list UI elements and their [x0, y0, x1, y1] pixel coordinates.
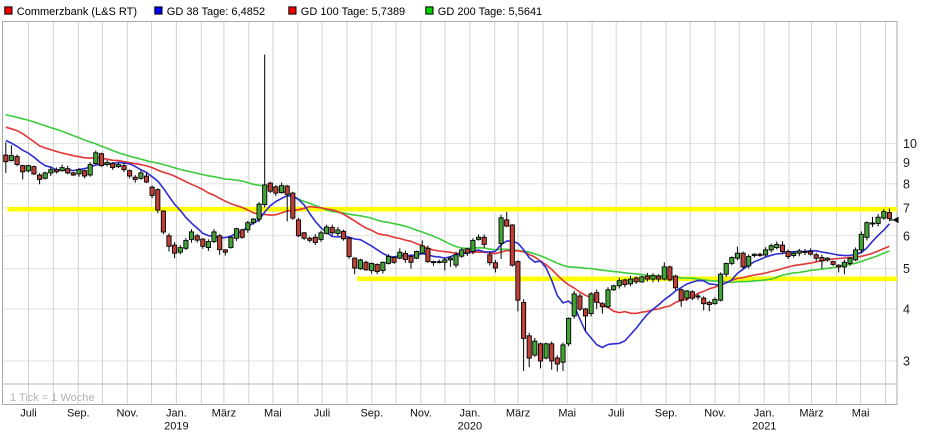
- svg-text:Mai: Mai: [852, 408, 870, 420]
- svg-text:5: 5: [903, 262, 910, 276]
- svg-text:Juli: Juli: [608, 408, 625, 420]
- svg-text:2020: 2020: [458, 421, 482, 433]
- svg-text:Jan.: Jan.: [754, 408, 775, 420]
- svg-text:März: März: [506, 408, 530, 420]
- svg-text:Jan.: Jan.: [460, 408, 481, 420]
- svg-text:Sep.: Sep.: [360, 408, 383, 420]
- svg-text:GD 100 Tage: 5,7389: GD 100 Tage: 5,7389: [301, 6, 405, 18]
- svg-text:Sep.: Sep.: [655, 408, 678, 420]
- svg-text:1 Tick = 1 Woche: 1 Tick = 1 Woche: [10, 392, 94, 404]
- svg-text:4: 4: [903, 303, 910, 317]
- svg-text:Nov.: Nov.: [410, 408, 432, 420]
- svg-text:2021: 2021: [752, 421, 776, 433]
- svg-text:Jan.: Jan.: [166, 408, 187, 420]
- svg-text:GD 38 Tage: 6,4852: GD 38 Tage: 6,4852: [167, 6, 265, 18]
- svg-text:GD 200 Tage: 5,5641: GD 200 Tage: 5,5641: [438, 6, 542, 18]
- svg-text:Juli: Juli: [314, 408, 331, 420]
- svg-text:März: März: [799, 408, 823, 420]
- svg-text:März: März: [212, 408, 236, 420]
- svg-text:Nov.: Nov.: [116, 408, 138, 420]
- svg-text:Nov.: Nov.: [704, 408, 726, 420]
- svg-text:6: 6: [903, 229, 910, 243]
- svg-text:Sep.: Sep.: [67, 408, 90, 420]
- svg-text:10: 10: [903, 137, 917, 151]
- svg-text:Commerzbank (L&S RT): Commerzbank (L&S RT): [17, 6, 137, 18]
- svg-text:7: 7: [903, 201, 910, 215]
- svg-text:3: 3: [903, 355, 910, 369]
- svg-text:2019: 2019: [164, 421, 188, 433]
- svg-text:Mai: Mai: [264, 408, 282, 420]
- svg-text:Juli: Juli: [20, 408, 37, 420]
- svg-text:Mai: Mai: [558, 408, 576, 420]
- svg-text:8: 8: [903, 177, 910, 191]
- svg-text:9: 9: [903, 156, 910, 170]
